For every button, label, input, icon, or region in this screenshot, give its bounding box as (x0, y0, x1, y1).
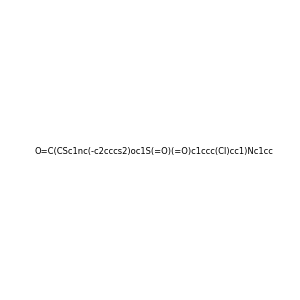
Text: O=C(CSc1nc(-c2cccs2)oc1S(=O)(=O)c1ccc(Cl)cc1)Nc1cc: O=C(CSc1nc(-c2cccs2)oc1S(=O)(=O)c1ccc(Cl… (34, 147, 273, 156)
